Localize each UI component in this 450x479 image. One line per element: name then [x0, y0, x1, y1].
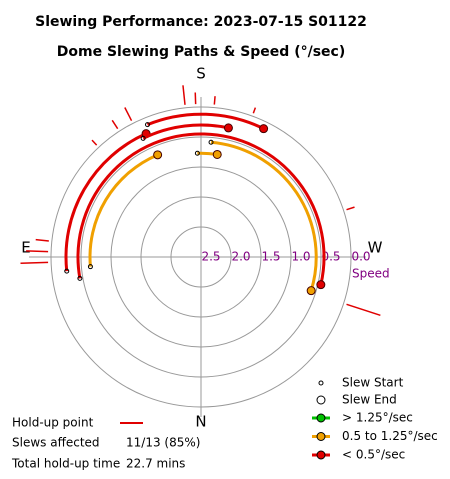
holdup-point [35, 238, 49, 242]
legend-start-marker [318, 380, 324, 386]
slew-end [259, 124, 269, 134]
grid-ring [80, 136, 322, 378]
legend-label: > 1.25°/sec [342, 411, 413, 425]
legend-label: < 0.5°/sec [342, 448, 405, 462]
compass-e: E [21, 239, 30, 257]
slew-start [87, 264, 93, 270]
r-tick-label: 2.5 [201, 250, 220, 264]
slew-end [212, 149, 222, 159]
holdup-point [213, 96, 216, 105]
grid-ring [170, 226, 232, 288]
r-tick-label: 2.0 [231, 250, 250, 264]
holdup-point [346, 206, 355, 211]
chart-subtitle: Dome Slewing Paths & Speed (°/sec) [57, 44, 345, 60]
slew-end [316, 280, 326, 290]
compass-w: W [368, 239, 383, 257]
legend-marker [316, 413, 326, 423]
legend-marker [316, 432, 326, 441]
slew-start [140, 135, 146, 141]
holdup-point [91, 139, 98, 146]
stat-label: Hold-up point [12, 416, 94, 430]
stat-value: 11/13 (85%) [126, 436, 200, 450]
slew-path [210, 140, 318, 292]
slew-path [142, 123, 229, 140]
r-tick-label: 1.0 [291, 250, 310, 264]
slew-start [145, 122, 151, 128]
compass-n: N [195, 413, 206, 431]
slew-end [153, 150, 163, 160]
slew-path [146, 112, 265, 131]
holdup-point [111, 119, 119, 130]
holdup-point [182, 85, 186, 105]
slew-start [77, 275, 83, 281]
grid-ring [140, 196, 262, 318]
holdup-point [124, 107, 133, 122]
grid-ring [50, 106, 352, 408]
slew-path [88, 153, 159, 267]
r-tick-label: 0.0 [351, 250, 370, 264]
legend-label: Slew Start [342, 376, 404, 390]
slew-path [76, 132, 326, 286]
grid-ring [110, 166, 292, 348]
compass-s: S [196, 65, 206, 83]
r-tick-label: 0.5 [321, 250, 340, 264]
slew-start [64, 268, 70, 274]
chart-title: Slewing Performance: 2023-07-15 S01122 [35, 14, 367, 30]
stat-label: Slews affected [12, 436, 100, 450]
holdup-point [26, 250, 49, 253]
legend-end-marker [316, 395, 326, 405]
slew-start [194, 150, 200, 156]
slew-end [306, 286, 316, 296]
legend-marker [316, 450, 326, 460]
stat-label: Total hold-up time [11, 457, 120, 471]
slew-end [223, 123, 233, 133]
holdup-point [346, 303, 381, 316]
radial-axis-label: Speed [352, 267, 390, 281]
legend-label: Slew End [342, 393, 397, 407]
legend-label: 0.5 to 1.25°/sec [342, 429, 438, 443]
stat-value: 22.7 mins [126, 457, 185, 471]
holdup-point [20, 261, 49, 265]
slew-path [64, 132, 147, 272]
holdup-point [252, 107, 257, 114]
r-tick-label: 1.5 [261, 250, 280, 264]
slew-start [208, 139, 214, 145]
